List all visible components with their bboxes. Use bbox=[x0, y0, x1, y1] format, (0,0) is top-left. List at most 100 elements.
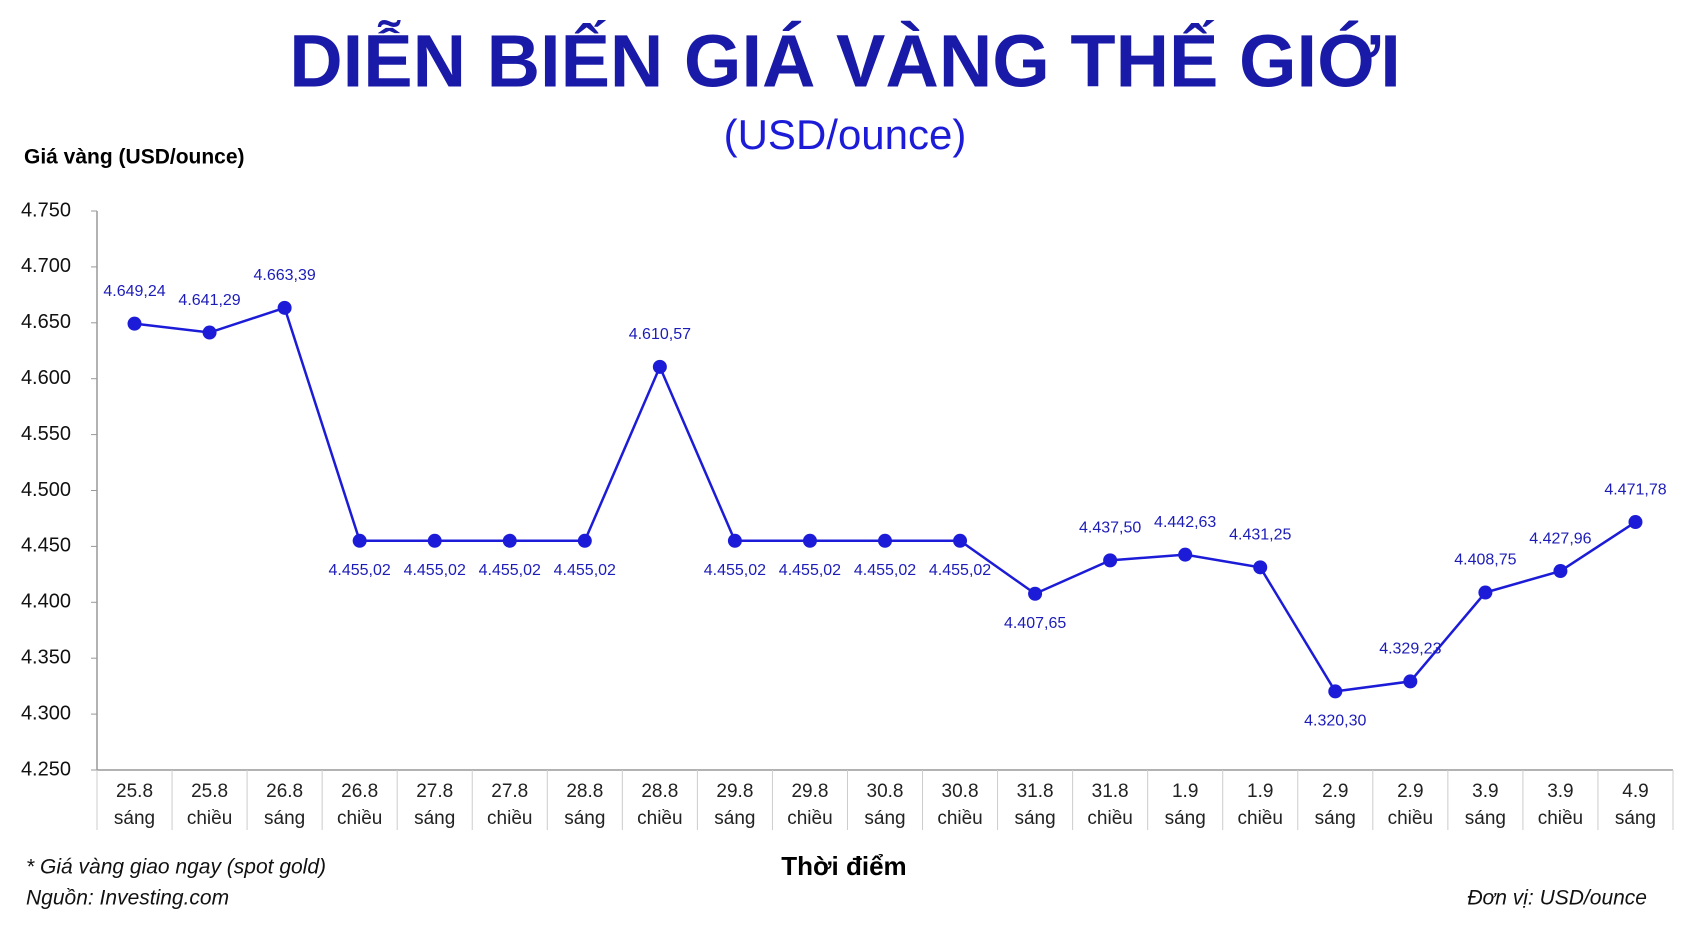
data-label: 4.455,02 bbox=[779, 562, 841, 579]
y-tick-label: 4.500 bbox=[21, 479, 71, 501]
x-tick-label: 1.9 bbox=[1247, 781, 1273, 802]
point bbox=[277, 300, 292, 315]
x-tick-label: chiều bbox=[1087, 808, 1132, 829]
x-tick-label: 25.8 bbox=[116, 781, 153, 802]
x-tick-label: 3.9 bbox=[1472, 781, 1498, 802]
note: * Giá vàng giao ngay (spot gold) bbox=[26, 856, 326, 879]
x-tick-label: chiều bbox=[1238, 808, 1283, 829]
x-tick-label: 1.9 bbox=[1172, 781, 1198, 802]
point bbox=[502, 533, 517, 548]
x-tick-label: sáng bbox=[1014, 808, 1055, 829]
data-label: 4.329,23 bbox=[1379, 641, 1441, 658]
data-label: 4.455,02 bbox=[854, 562, 916, 579]
x-tick-label: 2.9 bbox=[1322, 781, 1348, 802]
x-tick-label: 29.8 bbox=[791, 781, 828, 802]
x-tick-label: 29.8 bbox=[716, 781, 753, 802]
y-axis-label: Giá vàng (USD/ounce) bbox=[24, 146, 245, 169]
point bbox=[1028, 586, 1043, 601]
data-label: 4.431,25 bbox=[1229, 527, 1291, 544]
x-tick-label: chiều bbox=[1538, 808, 1583, 829]
data-label: 4.407,65 bbox=[1004, 615, 1066, 632]
y-tick-label: 4.400 bbox=[21, 591, 71, 613]
x-tick-label: sáng bbox=[414, 808, 455, 829]
point bbox=[352, 533, 367, 548]
y-tick-label: 4.250 bbox=[21, 758, 71, 780]
y-tick-label: 4.300 bbox=[21, 702, 71, 724]
y-tick-label: 4.750 bbox=[21, 199, 71, 221]
x-tick-label: sáng bbox=[1315, 808, 1356, 829]
data-label: 4.437,50 bbox=[1079, 520, 1141, 537]
point bbox=[1478, 585, 1493, 600]
data-label: 4.471,78 bbox=[1604, 481, 1666, 498]
unit-note: Đơn vị: USD/ounce bbox=[1467, 887, 1647, 910]
x-tick-label: chiều bbox=[487, 808, 532, 829]
data-label: 4.641,29 bbox=[178, 292, 240, 309]
y-tick-label: 4.350 bbox=[21, 646, 71, 668]
source: Nguồn: Investing.com bbox=[26, 887, 229, 910]
point bbox=[1178, 547, 1193, 562]
data-label: 4.320,30 bbox=[1304, 713, 1366, 730]
x-axis-label: Thời điểm bbox=[781, 851, 906, 881]
point bbox=[1403, 674, 1418, 689]
point bbox=[953, 533, 968, 548]
x-tick-label: chiều bbox=[337, 808, 382, 829]
point bbox=[802, 533, 817, 548]
chart-title: DIỄN BIẾN GIÁ VÀNG THẾ GIỚI bbox=[289, 20, 1401, 103]
x-tick-label: 4.9 bbox=[1622, 781, 1648, 802]
point bbox=[427, 533, 442, 548]
x-tick-label: 26.8 bbox=[341, 781, 378, 802]
x-tick-label: chiều bbox=[1388, 808, 1433, 829]
x-tick-label: 3.9 bbox=[1547, 781, 1573, 802]
x-tick-label: 31.8 bbox=[1017, 781, 1054, 802]
y-tick-label: 4.450 bbox=[21, 535, 71, 557]
x-tick-label: sáng bbox=[564, 808, 605, 829]
x-tick-label: 26.8 bbox=[266, 781, 303, 802]
line bbox=[134, 306, 1637, 693]
point bbox=[727, 533, 742, 548]
point bbox=[1328, 684, 1343, 699]
data-label: 4.455,02 bbox=[704, 562, 766, 579]
x-tick-label: sáng bbox=[864, 808, 905, 829]
x-tick-label: 28.8 bbox=[566, 781, 603, 802]
x-tick-label: chiều bbox=[187, 808, 232, 829]
point bbox=[577, 533, 592, 548]
data-label: 4.455,02 bbox=[404, 562, 466, 579]
x-tick-label: sáng bbox=[1165, 808, 1206, 829]
y-tick-label: 4.550 bbox=[21, 423, 71, 445]
data-label: 4.455,02 bbox=[929, 562, 991, 579]
x-tick-label: 30.8 bbox=[942, 781, 979, 802]
y-tick-label: 4.600 bbox=[21, 367, 71, 389]
x-tick-label: sáng bbox=[1615, 808, 1656, 829]
point bbox=[202, 325, 217, 340]
x-tick-label: 28.8 bbox=[641, 781, 678, 802]
point bbox=[652, 359, 667, 374]
x-tick-label: 27.8 bbox=[416, 781, 453, 802]
x-tick-label: chiều bbox=[937, 808, 982, 829]
data-label: 4.408,75 bbox=[1454, 552, 1516, 569]
point bbox=[127, 316, 142, 331]
x-tick-label: sáng bbox=[264, 808, 305, 829]
chart-subtitle: (USD/ounce) bbox=[724, 111, 967, 158]
point bbox=[878, 533, 892, 548]
x-tick-label: chiều bbox=[787, 808, 832, 829]
point bbox=[1253, 560, 1268, 575]
point bbox=[1103, 553, 1118, 568]
data-label: 4.610,57 bbox=[629, 326, 691, 343]
x-tick-label: chiều bbox=[637, 808, 682, 829]
data-label: 4.455,02 bbox=[554, 562, 616, 579]
x-tick-label: sáng bbox=[1465, 808, 1506, 829]
x-tick-label: 31.8 bbox=[1092, 781, 1129, 802]
x-tick-label: 2.9 bbox=[1397, 781, 1423, 802]
y-tick-label: 4.700 bbox=[21, 255, 71, 277]
y-tick-label: 4.650 bbox=[21, 311, 71, 333]
point bbox=[1628, 515, 1643, 530]
x-tick-label: sáng bbox=[114, 808, 155, 829]
data-label: 4.442,63 bbox=[1154, 514, 1216, 531]
x-tick-label: 25.8 bbox=[191, 781, 228, 802]
data-label: 4.455,02 bbox=[479, 562, 541, 579]
data-label: 4.427,96 bbox=[1529, 530, 1591, 547]
data-label: 4.649,24 bbox=[103, 283, 165, 300]
x-tick-label: 30.8 bbox=[867, 781, 904, 802]
data-label: 4.663,39 bbox=[253, 267, 315, 284]
